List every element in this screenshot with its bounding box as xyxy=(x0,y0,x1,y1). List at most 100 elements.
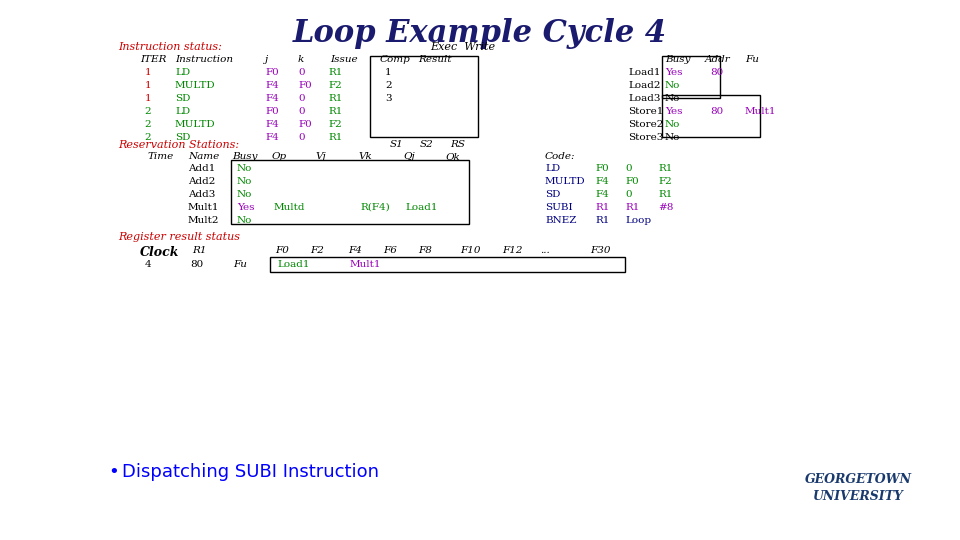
Text: F0: F0 xyxy=(265,68,278,77)
Text: Add1: Add1 xyxy=(188,164,215,173)
Text: Yes: Yes xyxy=(665,68,683,77)
Bar xyxy=(370,56,478,137)
Text: 0: 0 xyxy=(298,133,304,142)
Text: 0: 0 xyxy=(625,190,632,199)
Text: LD: LD xyxy=(545,164,560,173)
Text: BNEZ: BNEZ xyxy=(545,216,577,225)
Text: 80: 80 xyxy=(190,260,204,269)
Text: SD: SD xyxy=(545,190,561,199)
Text: MULTD: MULTD xyxy=(545,177,586,186)
Text: 2: 2 xyxy=(145,120,152,129)
Text: R1: R1 xyxy=(658,164,672,173)
Text: Vk: Vk xyxy=(358,152,372,161)
Text: Mult1: Mult1 xyxy=(350,260,381,269)
Text: No: No xyxy=(237,216,252,225)
Text: S2: S2 xyxy=(420,140,434,149)
Text: 1: 1 xyxy=(145,81,152,90)
Text: S1: S1 xyxy=(390,140,404,149)
Text: Register result status: Register result status xyxy=(118,232,240,242)
Text: 4: 4 xyxy=(145,260,152,269)
Text: Fu: Fu xyxy=(233,260,247,269)
Text: F0: F0 xyxy=(595,164,609,173)
Text: R1: R1 xyxy=(328,133,343,142)
Text: F0: F0 xyxy=(625,177,638,186)
Text: 0: 0 xyxy=(625,164,632,173)
Text: 0: 0 xyxy=(298,68,304,77)
Text: Addr: Addr xyxy=(705,55,731,64)
Text: R(F4): R(F4) xyxy=(360,203,390,212)
Text: MULTD: MULTD xyxy=(175,81,216,90)
Text: Instruction: Instruction xyxy=(175,55,233,64)
Text: Load1: Load1 xyxy=(628,68,660,77)
Text: 2: 2 xyxy=(385,81,392,90)
Text: R1: R1 xyxy=(625,203,639,212)
Text: Mult1: Mult1 xyxy=(745,107,777,116)
Text: F4: F4 xyxy=(348,246,362,255)
Text: Instruction status:: Instruction status: xyxy=(118,42,222,52)
Text: Comp: Comp xyxy=(380,55,411,64)
Text: 1: 1 xyxy=(145,94,152,103)
Text: Fu: Fu xyxy=(745,55,758,64)
Text: Code:: Code: xyxy=(545,152,575,161)
Text: Loop: Loop xyxy=(625,216,651,225)
Text: 3: 3 xyxy=(385,94,392,103)
Text: No: No xyxy=(665,133,681,142)
Text: F4: F4 xyxy=(595,190,609,199)
Text: 0: 0 xyxy=(298,94,304,103)
Text: F8: F8 xyxy=(418,246,432,255)
Text: 0: 0 xyxy=(298,107,304,116)
Text: Qj: Qj xyxy=(403,152,415,161)
Text: R1: R1 xyxy=(192,246,206,255)
Text: No: No xyxy=(665,94,681,103)
Text: 2: 2 xyxy=(145,133,152,142)
Text: F4: F4 xyxy=(265,133,278,142)
Text: R1: R1 xyxy=(595,203,610,212)
Text: R1: R1 xyxy=(658,190,672,199)
Text: Store3: Store3 xyxy=(628,133,663,142)
Text: Load1: Load1 xyxy=(405,203,438,212)
Text: SUBI: SUBI xyxy=(545,203,572,212)
Text: SD: SD xyxy=(175,94,190,103)
Text: k: k xyxy=(298,55,304,64)
Text: 80: 80 xyxy=(710,68,723,77)
Text: Yes: Yes xyxy=(237,203,254,212)
Text: No: No xyxy=(237,190,252,199)
Text: SD: SD xyxy=(175,133,190,142)
Text: Result: Result xyxy=(418,55,451,64)
Text: Load3: Load3 xyxy=(628,94,660,103)
Text: 1: 1 xyxy=(145,68,152,77)
Text: Multd: Multd xyxy=(274,203,305,212)
Text: F4: F4 xyxy=(595,177,609,186)
Text: F2: F2 xyxy=(658,177,672,186)
Text: F2: F2 xyxy=(328,81,342,90)
Text: Mult2: Mult2 xyxy=(188,216,220,225)
Text: Op: Op xyxy=(272,152,287,161)
Text: Clock: Clock xyxy=(140,246,180,259)
Text: F12: F12 xyxy=(502,246,522,255)
Text: R1: R1 xyxy=(328,68,343,77)
Text: Loop Example Cycle 4: Loop Example Cycle 4 xyxy=(293,18,667,49)
Text: F2: F2 xyxy=(310,246,324,255)
Text: Vj: Vj xyxy=(315,152,325,161)
Text: LD: LD xyxy=(175,107,190,116)
Text: Add2: Add2 xyxy=(188,177,215,186)
Bar xyxy=(662,95,760,137)
Text: Yes: Yes xyxy=(665,107,683,116)
Text: Store2: Store2 xyxy=(628,120,663,129)
Text: Busy: Busy xyxy=(232,152,257,161)
Text: Reservation Stations:: Reservation Stations: xyxy=(118,140,239,150)
Text: Exec  Write: Exec Write xyxy=(430,42,495,52)
Text: Time: Time xyxy=(148,152,175,161)
Text: Dispatching SUBI Instruction: Dispatching SUBI Instruction xyxy=(122,463,379,481)
Text: F0: F0 xyxy=(275,246,289,255)
Text: F2: F2 xyxy=(328,120,342,129)
Text: 1: 1 xyxy=(385,68,392,77)
Text: R1: R1 xyxy=(595,216,610,225)
Text: RS: RS xyxy=(450,140,465,149)
Text: F0: F0 xyxy=(298,81,312,90)
Text: F6: F6 xyxy=(383,246,396,255)
Text: F4: F4 xyxy=(265,94,278,103)
Text: F4: F4 xyxy=(265,120,278,129)
Text: F10: F10 xyxy=(460,246,481,255)
Bar xyxy=(662,56,720,98)
